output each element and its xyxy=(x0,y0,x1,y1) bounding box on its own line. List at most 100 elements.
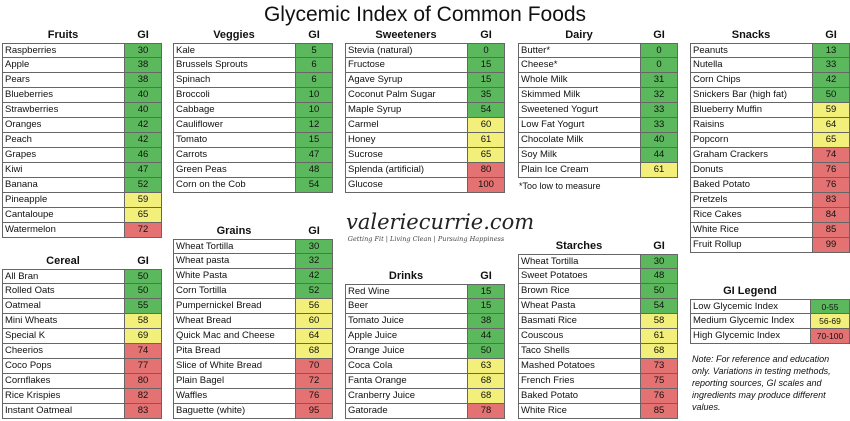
table-row: Baguette (white) 95 xyxy=(173,404,333,419)
food-name: Mini Wheats xyxy=(2,314,124,329)
food-name: Beer xyxy=(345,299,467,314)
table-row: Wheat Bread 60 xyxy=(173,314,333,329)
gi-value: 42 xyxy=(124,118,162,133)
food-name: Cabbage xyxy=(173,103,295,118)
food-name: Low Glycemic Index xyxy=(690,299,810,314)
food-name: Special K xyxy=(2,329,124,344)
table-row: Low Fat Yogurt 33 xyxy=(518,118,678,133)
legend-header: GI Legend xyxy=(690,284,850,299)
table-row: Coconut Palm Sugar 35 xyxy=(345,88,505,103)
gi-value: 6 xyxy=(295,73,333,88)
food-name: Whole Milk xyxy=(518,73,640,88)
table-row: Cheerios 74 xyxy=(2,344,162,359)
table-row: Cheese* 0 xyxy=(518,58,678,73)
table-row: Coca Cola 63 xyxy=(345,359,505,374)
brand-tagline: Getting Fit | Living Clean | Pursuing Ha… xyxy=(347,235,505,243)
table-row: Sweetened Yogurt 33 xyxy=(518,103,678,118)
table-row: Cranberry Juice 68 xyxy=(345,389,505,404)
food-name: Cranberry Juice xyxy=(345,389,467,404)
food-name: Maple Syrup xyxy=(345,103,467,118)
table-row: Low Glycemic Index 0-55 xyxy=(690,299,850,314)
table-row: Maple Syrup 54 xyxy=(345,103,505,118)
food-name: Fanta Orange xyxy=(345,374,467,389)
food-name: Carrots xyxy=(173,148,295,163)
table-row: Plain Ice Cream 61 xyxy=(518,163,678,178)
food-name: Raisins xyxy=(690,118,812,133)
gi-value: 68 xyxy=(295,344,333,359)
gi-value: 76 xyxy=(640,389,678,404)
gi-value: 50 xyxy=(124,269,162,284)
gi-value: 0-55 xyxy=(810,299,850,314)
gi-value: 61 xyxy=(640,163,678,178)
table-row: Peanuts 13 xyxy=(690,43,850,58)
table-row: Gatorade 78 xyxy=(345,404,505,419)
food-name: Apple xyxy=(2,58,124,73)
table-row: Cabbage 10 xyxy=(173,103,333,118)
food-name: Medium Glycemic Index xyxy=(690,314,810,329)
table-row: Plain Bagel 72 xyxy=(173,374,333,389)
food-name: Cornflakes xyxy=(2,374,124,389)
table-row: Beer 15 xyxy=(345,299,505,314)
table-row: Watermelon 72 xyxy=(2,223,162,238)
food-name: Plain Bagel xyxy=(173,374,295,389)
food-name: Quick Mac and Cheese xyxy=(173,329,295,344)
food-name: Wheat Pasta xyxy=(518,299,640,314)
fruits-header: Fruits GI xyxy=(2,28,162,43)
food-name: Coca Cola xyxy=(345,359,467,374)
table-row: Red Wine 15 xyxy=(345,284,505,299)
table-row: Wheat Tortilla 30 xyxy=(173,239,333,254)
gi-value: 75 xyxy=(640,374,678,389)
gi-value: 33 xyxy=(812,58,850,73)
gi-value: 15 xyxy=(467,58,505,73)
legend-title: GI Legend xyxy=(723,285,777,297)
cereal-gi-heading: GI xyxy=(137,255,149,267)
gi-value: 65 xyxy=(467,148,505,163)
snacks-title: Snacks xyxy=(731,29,771,41)
gi-value: 77 xyxy=(124,359,162,374)
gi-value: 42 xyxy=(812,73,850,88)
gi-value: 54 xyxy=(467,103,505,118)
food-name: Stevia (natural) xyxy=(345,43,467,58)
table-row: Honey 61 xyxy=(345,133,505,148)
food-name: Cheerios xyxy=(2,344,124,359)
food-name: Fruit Rollup xyxy=(690,238,812,253)
table-row: Rice Cakes 84 xyxy=(690,208,850,223)
table-row: White Rice 85 xyxy=(690,223,850,238)
gi-value: 84 xyxy=(812,208,850,223)
gi-value: 50 xyxy=(812,88,850,103)
food-name: Basmati Rice xyxy=(518,314,640,329)
table-row: Coco Pops 77 xyxy=(2,359,162,374)
food-name: Red Wine xyxy=(345,284,467,299)
table-row: French Fries 75 xyxy=(518,374,678,389)
table-row: Corn on the Cob 54 xyxy=(173,178,333,193)
gi-value: 68 xyxy=(640,344,678,359)
gi-value: 80 xyxy=(467,163,505,178)
food-name: Blueberries xyxy=(2,88,124,103)
gi-value: 42 xyxy=(124,133,162,148)
food-name: Cheese* xyxy=(518,58,640,73)
gi-value: 61 xyxy=(640,329,678,344)
table-row: Glucose 100 xyxy=(345,178,505,193)
gi-value: 52 xyxy=(124,178,162,193)
table-row: Mini Wheats 58 xyxy=(2,314,162,329)
gi-value: 78 xyxy=(467,404,505,419)
food-name: Rice Cakes xyxy=(690,208,812,223)
food-name: Brown Rice xyxy=(518,284,640,299)
table-row: Carmel 60 xyxy=(345,118,505,133)
gi-value: 42 xyxy=(295,269,333,284)
gi-value: 54 xyxy=(640,299,678,314)
gi-value: 5 xyxy=(295,43,333,58)
fruits-title: Fruits xyxy=(47,29,79,41)
gi-value: 50 xyxy=(467,344,505,359)
veggies-header: Veggies GI xyxy=(173,28,333,43)
table-row: Fanta Orange 68 xyxy=(345,374,505,389)
gi-value: 6 xyxy=(295,58,333,73)
food-name: Glucose xyxy=(345,178,467,193)
food-name: All Bran xyxy=(2,269,124,284)
gi-value: 33 xyxy=(640,103,678,118)
table-row: Waffles 76 xyxy=(173,389,333,404)
gi-value: 0 xyxy=(640,43,678,58)
gi-value: 47 xyxy=(295,148,333,163)
gi-value: 59 xyxy=(812,103,850,118)
gi-value: 0 xyxy=(467,43,505,58)
